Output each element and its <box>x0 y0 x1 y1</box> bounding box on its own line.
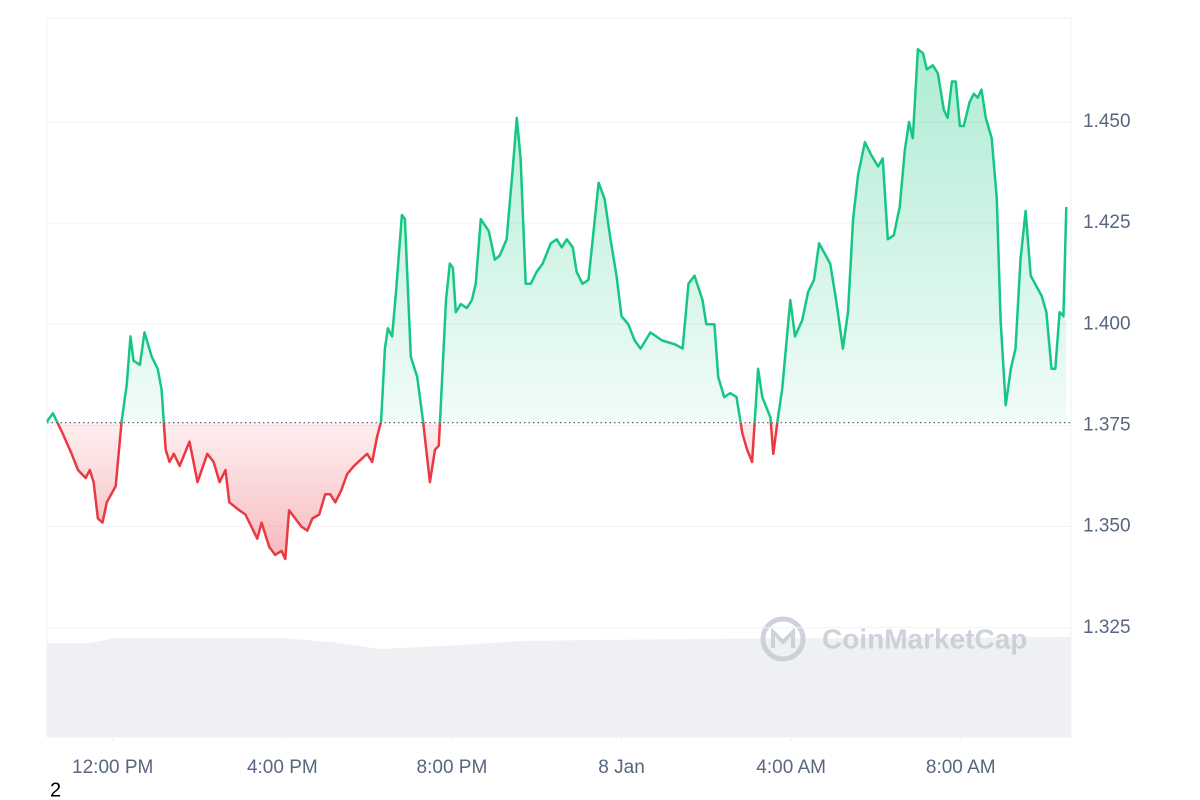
watermark: CoinMarketCap <box>760 616 1027 662</box>
y-tick-label: 1.350 <box>1083 516 1131 537</box>
price-line-up <box>45 47 1068 423</box>
corner-label: 2 <box>50 779 61 800</box>
y-tick-label: 1.450 <box>1083 111 1131 132</box>
y-tick-label: 1.425 <box>1083 212 1131 233</box>
volume-area <box>47 637 1071 737</box>
watermark-text: CoinMarketCap <box>822 623 1027 654</box>
area-down <box>47 422 1067 559</box>
watermark-logo-mark <box>771 627 795 648</box>
x-tick-label: 4:00 AM <box>756 757 826 778</box>
x-tick-label: 8:00 PM <box>417 757 488 778</box>
x-tick-label: 12:00 PM <box>72 757 153 778</box>
y-tick-label: 1.400 <box>1083 313 1131 334</box>
x-tick-label: 8 Jan <box>598 757 644 778</box>
x-tick-label: 8:00 AM <box>926 757 996 778</box>
y-tick-label: 1.375 <box>1083 414 1131 435</box>
area-up <box>47 49 1067 423</box>
price-line-down <box>56 422 779 561</box>
y-tick-label: 1.325 <box>1083 617 1131 638</box>
x-tick-label: 4:00 PM <box>247 757 318 778</box>
watermark-logo <box>760 616 806 662</box>
